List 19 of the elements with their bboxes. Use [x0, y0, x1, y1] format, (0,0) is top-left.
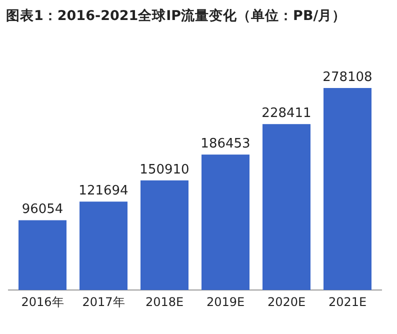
data-label: 186453 — [200, 136, 250, 152]
x-tick-label: 2017年 — [82, 295, 125, 309]
x-tick-label: 2021E — [328, 295, 367, 309]
bar — [324, 88, 372, 290]
data-label: 96054 — [22, 202, 64, 218]
x-tick-label: 2020E — [267, 295, 306, 309]
chart-title: 图表1：2016-2021全球IP流量变化（单位：PB/月） — [6, 7, 346, 24]
data-label: 150910 — [140, 162, 190, 178]
bar — [80, 202, 128, 290]
data-label: 228411 — [262, 106, 312, 122]
bar — [262, 124, 310, 290]
data-label: 121694 — [78, 184, 128, 199]
data-label: 278108 — [322, 70, 372, 85]
bar — [18, 220, 66, 290]
x-tick-label: 2016年 — [21, 295, 64, 309]
bar — [202, 154, 250, 290]
x-tick-label: 2018E — [145, 295, 184, 309]
bar — [140, 180, 188, 290]
x-tick-label: 2019E — [206, 295, 245, 309]
